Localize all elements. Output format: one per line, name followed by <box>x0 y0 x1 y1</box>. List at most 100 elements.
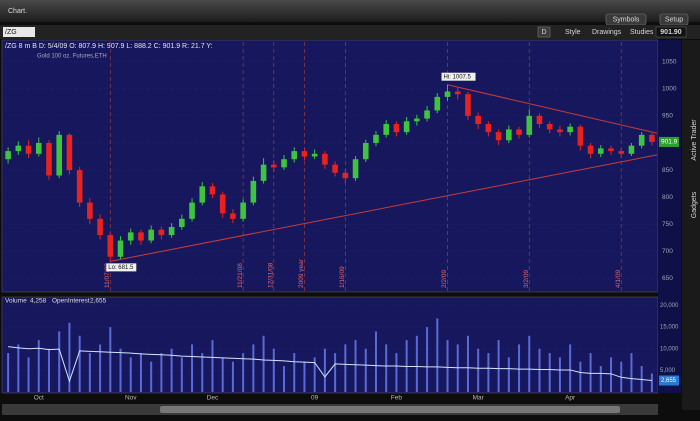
volume-bar <box>415 335 418 392</box>
date-marker-label: 11/21/08 <box>237 263 244 288</box>
side-panel <box>682 40 700 410</box>
candle-body <box>608 148 614 152</box>
volume-bar <box>610 357 613 392</box>
candle-body <box>506 129 512 141</box>
candle-body <box>25 145 32 154</box>
candle-body <box>117 240 124 257</box>
volume-bar <box>364 348 367 392</box>
y-tick-label: 950 <box>662 113 673 120</box>
volume-bar <box>252 344 255 392</box>
volume-bar <box>589 353 592 392</box>
volume-bar <box>27 357 30 392</box>
candle-body <box>148 229 154 241</box>
date-marker-label: 3/2/09 <box>523 270 530 288</box>
y-tick-label: 15,000 <box>660 325 679 331</box>
volume-bar <box>293 353 296 392</box>
volume-bar <box>78 335 81 392</box>
candle-body <box>373 134 379 143</box>
candle-body <box>15 145 22 152</box>
scroll-thumb[interactable] <box>160 406 620 413</box>
candle-body <box>107 235 114 257</box>
candle-body <box>66 134 73 171</box>
volume-bar <box>283 366 286 392</box>
resistance-trendline <box>447 84 658 134</box>
period-button[interactable] <box>537 26 551 38</box>
candle-body <box>97 218 103 236</box>
window-title: Chart. <box>8 8 27 15</box>
drawings-button[interactable]: Drawings <box>592 29 622 36</box>
candle-body <box>638 134 645 146</box>
volume-bar <box>160 353 163 392</box>
candle-body <box>87 202 93 219</box>
volume-bar <box>650 373 653 392</box>
candle-body <box>199 186 206 203</box>
x-tick-label: 09 <box>311 395 319 402</box>
volume-bar <box>303 361 306 392</box>
symbols-button-label[interactable]: Symbols <box>613 16 640 23</box>
side-tab[interactable]: Gadgets <box>691 191 698 218</box>
last-price-tag <box>659 136 679 147</box>
symbol-input[interactable] <box>3 27 35 37</box>
candle-body <box>383 124 390 135</box>
volume-bar <box>446 340 449 392</box>
candle-body <box>362 142 369 160</box>
volume-bar <box>569 344 572 392</box>
y-tick-label: 1050 <box>662 58 677 65</box>
y-tick-label: 1000 <box>662 85 677 92</box>
volume-bar <box>487 353 490 392</box>
volume-bar <box>17 344 20 392</box>
volume-bar <box>426 327 429 392</box>
candle-body <box>311 153 318 157</box>
candle-body <box>393 124 400 133</box>
x-tick-label: Apr <box>565 395 576 402</box>
candle-body <box>649 134 655 142</box>
candle-body <box>230 213 236 219</box>
volume-bar <box>191 344 194 392</box>
volume-bar <box>231 361 234 392</box>
side-tab[interactable]: Active Trader <box>691 119 698 161</box>
last-price-box <box>655 26 687 38</box>
candle-body <box>240 202 246 219</box>
lo-label: Lo: 681.5 <box>108 265 134 271</box>
period-button-label[interactable]: D <box>541 29 546 36</box>
candle-body <box>301 151 308 157</box>
volume-bar <box>466 335 469 392</box>
last-price: 901.90 <box>660 29 682 36</box>
volume-bar <box>7 353 10 392</box>
candle-body <box>138 232 144 241</box>
volume-bar <box>119 348 122 392</box>
candle-body <box>526 115 533 135</box>
style-button[interactable]: Style <box>565 29 581 36</box>
volume-bar <box>528 335 531 392</box>
candle-body <box>35 142 42 154</box>
volume-bar <box>180 357 183 392</box>
candle-body <box>168 226 175 236</box>
candle-body <box>189 202 195 219</box>
volume-bar <box>272 348 275 392</box>
volume-bar <box>579 361 582 392</box>
candle-body <box>260 164 267 181</box>
volume-bar <box>395 353 398 392</box>
candle-body <box>516 129 522 135</box>
date-marker-label: 12/31/08 <box>268 262 275 288</box>
volume-bar <box>313 357 316 392</box>
volume-bar <box>497 340 500 392</box>
volume-bar <box>374 331 377 392</box>
support-trendline <box>110 154 658 262</box>
legend-name: Volume <box>5 298 27 305</box>
studies-button[interactable]: Studies <box>630 29 654 36</box>
date-marker-label: 2/2/09 <box>441 270 448 288</box>
candle-body <box>281 159 287 168</box>
candle-body <box>46 142 52 176</box>
candle-body <box>546 124 553 130</box>
x-tick-label: Dec <box>207 395 219 402</box>
volume-bar <box>599 366 602 392</box>
candle-body <box>332 164 338 173</box>
volume-bar <box>109 327 112 392</box>
volume-bar <box>262 335 265 392</box>
volume-bar <box>630 353 633 392</box>
setup-button-label[interactable]: Setup <box>665 16 683 23</box>
symbol-input-text[interactable]: /ZG <box>5 29 17 36</box>
candle-body <box>557 129 563 133</box>
volume-bar <box>129 357 132 392</box>
